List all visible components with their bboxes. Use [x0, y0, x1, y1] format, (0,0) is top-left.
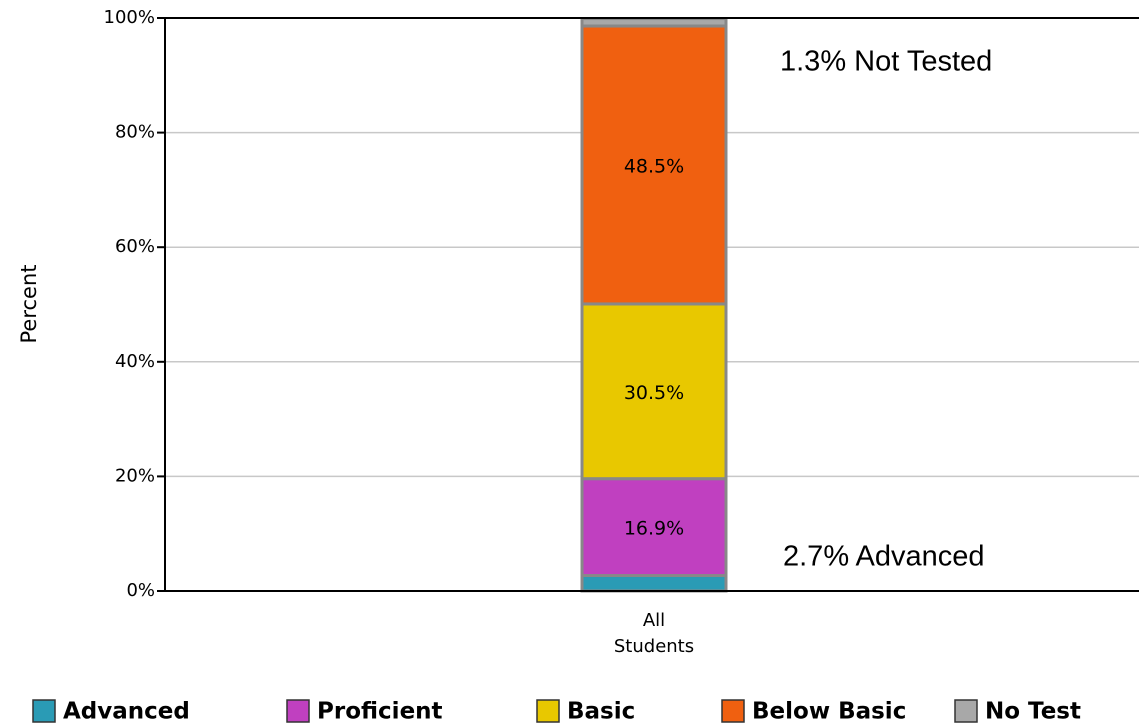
y-axis-label: Percent — [17, 264, 41, 343]
legend-swatch — [721, 699, 745, 723]
data-label: 30.5% — [624, 382, 684, 404]
legend-label: Advanced — [63, 699, 190, 725]
bar-segment — [580, 477, 728, 578]
y-tick-label: 60% — [115, 236, 155, 257]
data-label: 16.9% — [624, 518, 684, 540]
legend-swatch — [32, 699, 56, 723]
legend-label: No Test — [985, 699, 1081, 725]
legend-swatch — [536, 699, 560, 723]
y-tick-label: 100% — [104, 7, 155, 28]
y-tick-label: 80% — [115, 122, 155, 143]
annotation: 1.3% Not Tested — [780, 46, 992, 78]
legend-label: Below Basic — [752, 699, 906, 725]
annotation: 2.7% Advanced — [783, 541, 985, 573]
y-tick-label: 0% — [126, 580, 155, 601]
legend-label: Basic — [567, 699, 635, 725]
legend-label: Proficient — [317, 699, 443, 725]
y-tick-label: 40% — [115, 351, 155, 372]
x-tick-label: All Students — [614, 610, 694, 657]
bar-segment — [580, 17, 728, 28]
legend-swatch — [286, 699, 310, 723]
bar-segment — [580, 574, 728, 593]
y-tick-label: 20% — [115, 465, 155, 486]
legend-swatch — [954, 699, 978, 723]
data-label: 48.5% — [624, 155, 684, 177]
